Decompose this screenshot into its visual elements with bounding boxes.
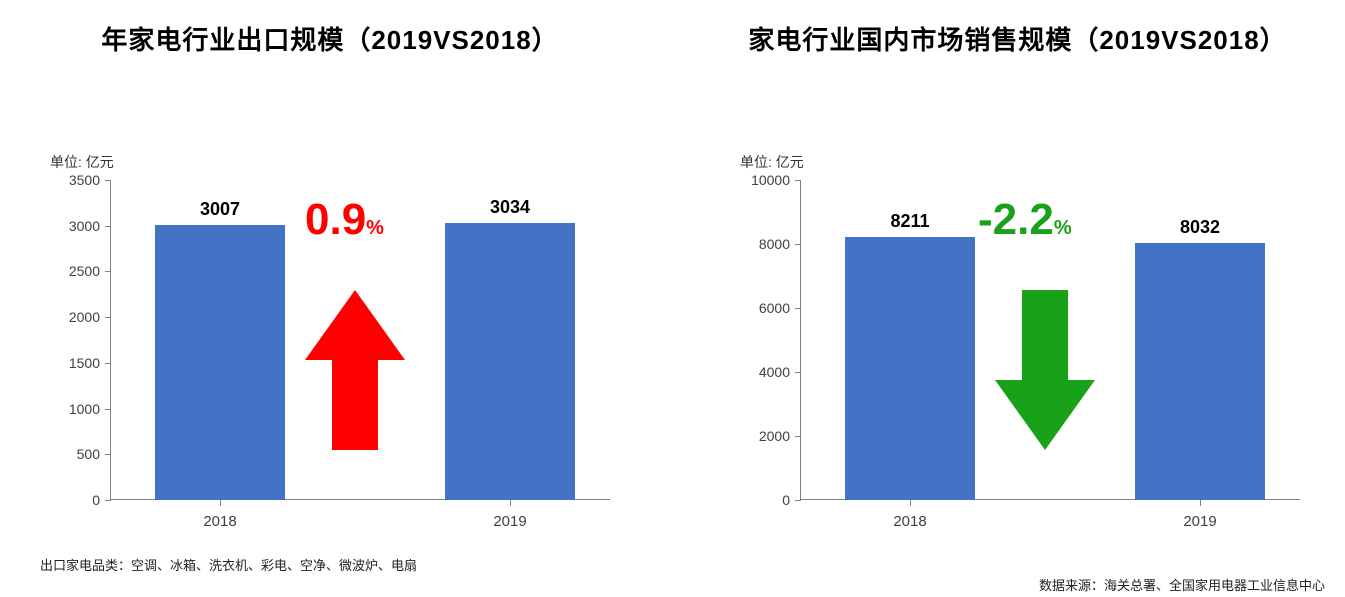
bar <box>1135 243 1265 500</box>
y-tick-label: 6000 <box>740 300 790 316</box>
y-tick-label: 10000 <box>740 172 790 188</box>
arrow-down-icon <box>990 280 1100 460</box>
domestic-panel: 家电行业国内市场销售规模（2019VS2018） 单位: 亿元 0 2000 400… <box>690 0 1345 597</box>
arrow-up-icon <box>300 280 410 460</box>
y-tick-label: 0 <box>740 492 790 508</box>
bar <box>845 237 975 500</box>
delta-value: 0.9 <box>305 195 366 244</box>
y-tick <box>105 409 111 410</box>
delta-value: -2.2 <box>978 195 1054 244</box>
bar-value-label: 8211 <box>890 211 929 232</box>
y-tick-label: 2000 <box>50 309 100 325</box>
unit-label: 单位: 亿元 <box>740 152 804 172</box>
y-tick <box>105 500 111 501</box>
chart-title: 年家电行业出口规模（2019VS2018） <box>0 20 660 57</box>
y-tick <box>795 500 801 501</box>
y-tick-label: 4000 <box>740 364 790 380</box>
export-panel: 年家电行业出口规模（2019VS2018） 单位: 亿元 0 500 1000 150… <box>0 0 660 597</box>
chart-title: 家电行业国内市场销售规模（2019VS2018） <box>690 20 1345 57</box>
y-tick <box>105 317 111 318</box>
x-tick-label: 2019 <box>1183 513 1216 530</box>
y-tick-label: 2500 <box>50 263 100 279</box>
y-axis <box>110 180 111 500</box>
y-tick-label: 3500 <box>50 172 100 188</box>
x-tick <box>910 500 911 506</box>
bar-value-label: 3034 <box>490 197 530 218</box>
bar-value-label: 3007 <box>200 199 240 220</box>
bar <box>155 225 285 500</box>
y-tick <box>105 180 111 181</box>
x-tick <box>220 500 221 506</box>
y-tick <box>105 271 111 272</box>
bar <box>445 223 575 500</box>
x-tick <box>510 500 511 506</box>
y-tick-label: 8000 <box>740 236 790 252</box>
footnote-right: 数据来源：海关总署、全国家用电器工业信息中心 <box>1039 575 1325 594</box>
x-tick-label: 2018 <box>893 513 926 530</box>
y-tick <box>795 244 801 245</box>
unit-label: 单位: 亿元 <box>50 152 114 172</box>
y-tick-label: 500 <box>50 446 100 462</box>
y-tick <box>105 454 111 455</box>
x-tick-label: 2019 <box>493 513 526 530</box>
y-tick <box>795 436 801 437</box>
y-tick <box>105 226 111 227</box>
y-tick-label: 3000 <box>50 218 100 234</box>
x-tick-label: 2018 <box>203 513 236 530</box>
y-axis <box>800 180 801 500</box>
y-tick <box>795 372 801 373</box>
delta-suffix: % <box>1054 217 1072 239</box>
y-tick <box>105 363 111 364</box>
y-tick-label: 0 <box>50 492 100 508</box>
x-tick <box>1200 500 1201 506</box>
y-tick <box>795 308 801 309</box>
y-tick-label: 1500 <box>50 355 100 371</box>
bar-value-label: 8032 <box>1180 217 1220 238</box>
delta-label: 0.9% <box>305 198 384 242</box>
y-tick <box>795 180 801 181</box>
page: 年家电行业出口规模（2019VS2018） 单位: 亿元 0 500 1000 150… <box>0 0 1345 597</box>
footnote-left: 出口家电品类：空调、冰箱、洗衣机、彩电、空净、微波炉、电扇 <box>40 555 417 574</box>
delta-suffix: % <box>366 217 384 239</box>
y-tick-label: 2000 <box>740 428 790 444</box>
y-tick-label: 1000 <box>50 401 100 417</box>
delta-label: -2.2% <box>978 198 1072 242</box>
